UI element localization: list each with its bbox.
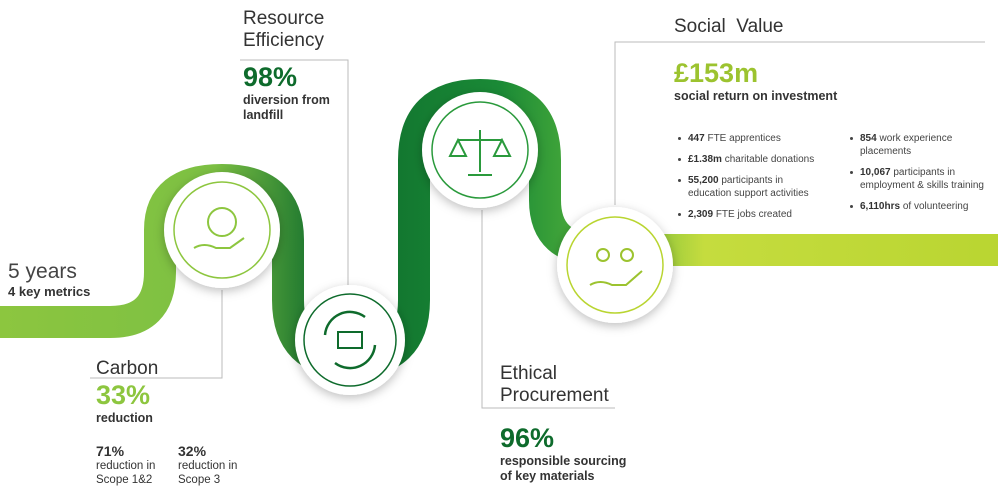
intro-title: 5 years — [8, 260, 77, 283]
social-item: 55,200 participants in education support… — [678, 174, 828, 200]
metric-headline: £153m — [674, 58, 759, 88]
metric-headline: 96% — [500, 423, 555, 453]
ethical-block: Ethical Procurement 96% responsible sour… — [500, 363, 640, 484]
icon — [337, 331, 363, 349]
metric-caption: diversion from landfill — [243, 93, 330, 122]
social-item: 854 work experience placements — [850, 132, 995, 158]
carbon-block: Carbon 33% reduction — [96, 358, 158, 426]
icon — [193, 237, 245, 249]
item-figure: 854 — [860, 133, 877, 144]
social-block: Social Value £153m social return on inve… — [674, 16, 837, 104]
metric-caption: responsible sourcing of key materials — [500, 454, 627, 483]
icon — [323, 310, 377, 370]
detail-label: reduction in Scope 3 — [178, 460, 238, 486]
item-text: FTE apprentices — [707, 133, 781, 144]
icon-ring — [303, 293, 397, 387]
icon — [207, 207, 237, 237]
item-text: participants in education support activi… — [688, 175, 809, 199]
leader-line — [614, 41, 985, 205]
icon — [620, 248, 634, 262]
metric-headline: 33% — [96, 380, 151, 410]
metric-title: Carbon — [96, 358, 159, 379]
icon-ring — [566, 216, 664, 314]
icon-circle — [295, 285, 405, 395]
carbon-detail: 32% reduction in Scope 3 — [178, 444, 248, 487]
milestone-icons — [164, 92, 673, 395]
item-text: work experience placements — [860, 133, 953, 157]
icon-ring — [431, 101, 529, 199]
intro-subtitle: 4 key metrics — [8, 284, 91, 299]
icon — [596, 248, 610, 262]
item-figure: £1.38m — [688, 154, 722, 165]
item-text: participants in employment & skills trai… — [860, 167, 984, 191]
metric-title: Resource Efficiency — [243, 8, 325, 51]
icon-circle — [164, 172, 280, 288]
leader-line — [481, 210, 615, 409]
social-item: £1.38m charitable donations — [678, 153, 828, 166]
icon — [448, 130, 512, 176]
item-figure: 10,067 — [860, 167, 891, 178]
detail-label: reduction in Scope 1&2 — [96, 460, 156, 486]
leader-lines — [90, 41, 985, 409]
social-list: 854 work experience placements 10,067 par… — [850, 132, 995, 221]
leader-line — [90, 290, 223, 379]
metric-headline: 98% — [243, 62, 298, 92]
item-figure: 447 — [688, 133, 705, 144]
metric-caption: social return on investment — [674, 89, 838, 103]
intro: 5 years 4 key metrics — [8, 260, 90, 299]
social-list: 447 FTE apprentices £1.38m charitable don… — [678, 132, 828, 229]
leader-line — [240, 59, 349, 285]
item-figure: 2,309 — [688, 209, 714, 220]
icon-ring — [173, 181, 271, 279]
item-text: charitable donations — [724, 154, 815, 165]
metric-title: Social Value — [674, 16, 784, 37]
social-item: 2,309 FTE jobs created — [678, 208, 828, 221]
metric-caption: reduction — [96, 411, 153, 425]
metric-title: Ethical Procurement — [500, 363, 609, 406]
item-text: FTE jobs created — [715, 209, 792, 220]
detail-value: 71% — [96, 443, 125, 459]
item-text: of volunteering — [902, 201, 969, 212]
item-figure: 6,110hrs — [860, 201, 901, 212]
resource-block: Resource Efficiency 98% diversion from l… — [243, 8, 343, 123]
carbon-detail: 71% reduction in Scope 1&2 — [96, 444, 176, 487]
icon-circle — [557, 207, 673, 323]
detail-value: 32% — [178, 443, 207, 459]
social-item: 10,067 participants in employment & skil… — [850, 166, 995, 192]
icon — [589, 270, 643, 286]
social-item: 447 FTE apprentices — [678, 132, 828, 145]
social-item: 6,110hrs of volunteering — [850, 200, 995, 213]
item-figure: 55,200 — [688, 175, 719, 186]
